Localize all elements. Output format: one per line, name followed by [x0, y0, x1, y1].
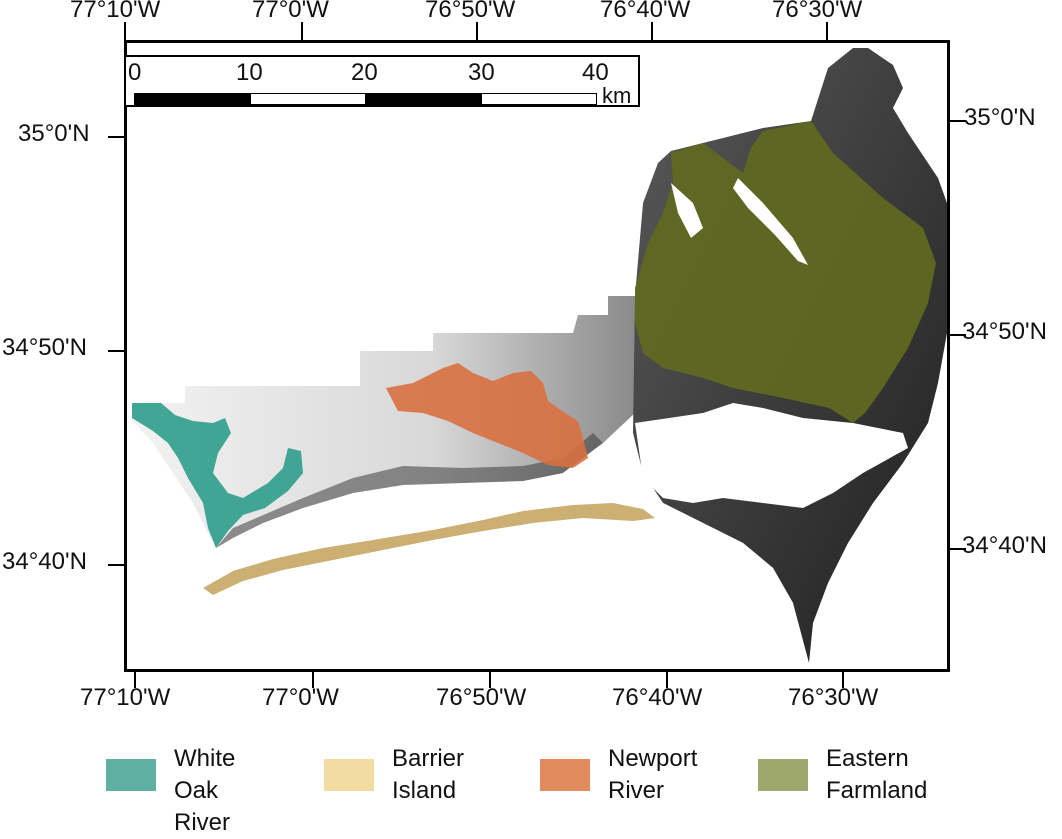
scale-tick-label: 30 — [468, 59, 495, 86]
top-tick — [124, 22, 126, 40]
right-tick — [950, 334, 966, 336]
bottom-longitude-label: 76°40'W — [612, 684, 703, 711]
scale-tick-label: 0 — [128, 59, 142, 86]
terrain-west — [132, 296, 635, 548]
legend-swatch — [540, 759, 590, 791]
top-longitude-label: 77°0'W — [252, 0, 329, 23]
scale-segment-light — [481, 93, 597, 105]
top-tick — [476, 22, 478, 40]
bottom-tick — [489, 672, 491, 688]
bottom-tick — [312, 672, 314, 688]
bottom-longitude-label: 77°10'W — [80, 684, 171, 711]
map-canvas[interactable] — [127, 43, 947, 669]
bottom-longitude-label: 77°0'W — [262, 684, 339, 711]
legend-label: Newport River — [608, 745, 698, 804]
left-latitude-label: 34°40'N — [2, 548, 87, 575]
water-channel — [635, 403, 908, 508]
right-tick — [950, 120, 966, 122]
top-tick — [301, 22, 303, 40]
scale-segment-dark — [134, 93, 251, 105]
right-latitude-label: 35°0'N — [964, 104, 1036, 131]
newport-river-region[interactable] — [386, 363, 588, 468]
scale-tick-label: 10 — [236, 59, 263, 86]
farmland-inlet — [671, 183, 703, 238]
bottom-tick — [134, 672, 136, 688]
top-longitude-label: 76°50'W — [425, 0, 516, 23]
map-frame[interactable] — [124, 40, 950, 672]
scale-tick-label: 40 — [582, 59, 609, 86]
top-tick — [826, 22, 828, 40]
eastern-farmland-region[interactable] — [635, 121, 936, 423]
bottom-tick — [842, 672, 844, 688]
legend-swatch — [758, 759, 808, 791]
left-tick — [108, 136, 124, 138]
farmland-inlet — [733, 178, 808, 265]
legend-swatch — [324, 759, 374, 791]
right-latitude-label: 34°50'N — [962, 318, 1047, 345]
top-longitude-label: 77°10'W — [70, 0, 161, 23]
scale-bar: 0 10 20 30 40 km — [124, 55, 640, 108]
legend-swatch — [106, 759, 156, 791]
bottom-longitude-label: 76°30'W — [788, 684, 879, 711]
sound-area — [563, 443, 809, 665]
bottom-longitude-label: 76°50'W — [436, 684, 527, 711]
left-tick — [108, 564, 124, 566]
scale-segment-light — [250, 93, 366, 105]
top-tick — [651, 22, 653, 40]
legend-label: Eastern Farmland — [826, 745, 928, 804]
bottom-tick — [666, 672, 668, 688]
scale-tick-label: 20 — [351, 59, 378, 86]
right-latitude-label: 34°40'N — [962, 532, 1047, 559]
legend-label: Barrier Island — [392, 745, 465, 804]
top-longitude-label: 76°40'W — [600, 0, 691, 23]
legend-label: White Oak River — [174, 745, 236, 836]
left-latitude-label: 34°50'N — [2, 334, 87, 361]
barrier-island-region[interactable] — [203, 503, 655, 595]
left-latitude-label: 35°0'N — [18, 120, 90, 147]
scale-segment-dark — [365, 93, 482, 105]
top-longitude-label: 76°30'W — [772, 0, 863, 23]
right-tick — [950, 548, 966, 550]
white-oak-river-region[interactable] — [132, 403, 303, 548]
left-tick — [108, 350, 124, 352]
scale-unit: km — [602, 83, 632, 108]
